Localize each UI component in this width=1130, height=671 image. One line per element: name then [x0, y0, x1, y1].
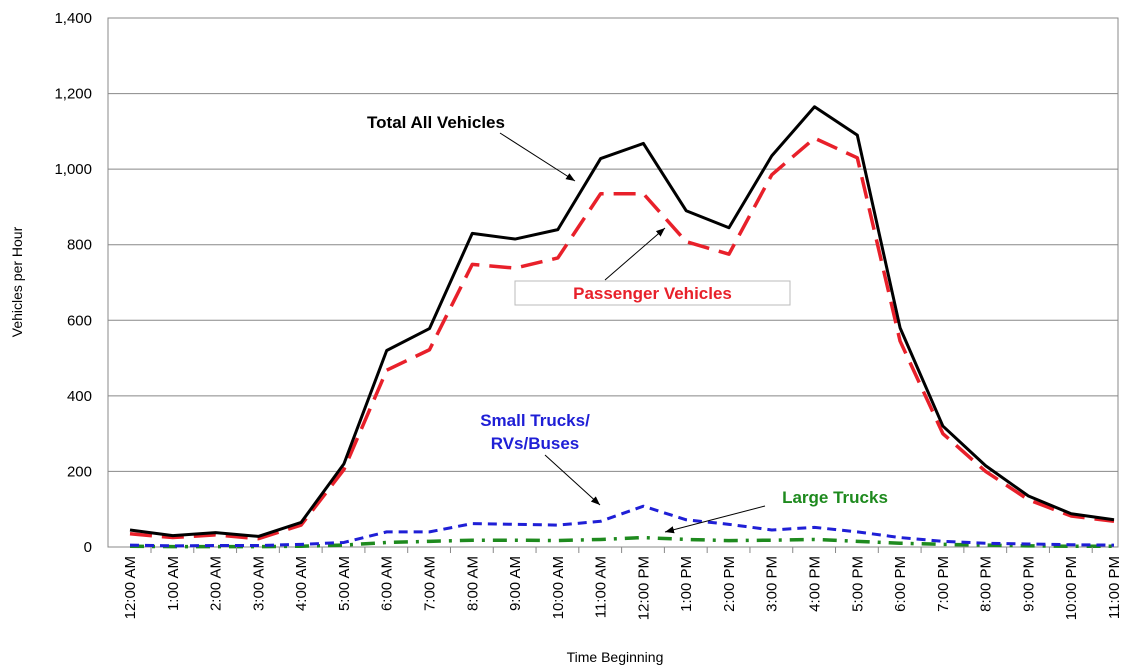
y-tick-label: 400 [67, 388, 92, 405]
series-line [129, 136, 1115, 541]
y-tick-label: 800 [67, 237, 92, 254]
x-tick-label: 12:00 PM [635, 556, 652, 620]
x-axis-label: Time Beginning [567, 649, 664, 665]
series-label: Passenger Vehicles [573, 284, 732, 303]
arrow [544, 454, 601, 506]
x-tick-label: 12:00 AM [122, 556, 139, 619]
x-tick-label: 3:00 PM [764, 556, 781, 612]
x-tick-label: 8:00 PM [978, 556, 995, 612]
x-tick-label: 8:00 AM [464, 556, 481, 611]
label-box [514, 280, 791, 306]
y-tick-label: 0 [84, 539, 92, 556]
x-tick-label: 3:00 AM [250, 556, 267, 611]
series-line [129, 105, 1115, 538]
series-line [129, 504, 1115, 548]
x-tick-label: 7:00 AM [421, 556, 438, 611]
x-tick-label: 2:00 AM [208, 556, 225, 611]
arrow [604, 227, 666, 281]
y-tick-label: 1,400 [54, 10, 92, 27]
x-tick-label: 6:00 AM [379, 556, 396, 611]
y-tick-label: 1,000 [54, 161, 92, 178]
arrow [664, 505, 766, 534]
x-tick-label: 1:00 AM [165, 556, 182, 611]
x-tick-label: 1:00 PM [678, 556, 695, 612]
y-axis-label: Vehicles per Hour [9, 226, 25, 337]
x-tick-label: 9:00 PM [1020, 556, 1037, 612]
x-tick-label: 9:00 AM [507, 556, 524, 611]
arrow [499, 132, 576, 182]
x-tick-label: 4:00 AM [293, 556, 310, 611]
lines [129, 105, 1115, 549]
x-tick-label: 6:00 PM [892, 556, 909, 612]
series-label: Small Trucks/ RVs/Buses [480, 411, 590, 453]
x-tick-label: 11:00 PM [1106, 556, 1123, 619]
x-tick-label: 10:00 AM [550, 556, 567, 619]
x-tick-label: 2:00 PM [721, 556, 738, 612]
series-label: Large Trucks [782, 488, 888, 507]
grid [108, 17, 1118, 548]
y-tick-label: 600 [67, 312, 92, 329]
x-tick-label: 4:00 PM [807, 556, 824, 612]
x-tick-label: 5:00 PM [849, 556, 866, 612]
series-label: Total All Vehicles [367, 113, 505, 132]
x-tick-label: 7:00 PM [935, 556, 952, 612]
plot-frame [107, 17, 1119, 548]
x-tick-label: 11:00 AM [593, 556, 610, 618]
y-tick-label: 200 [67, 463, 92, 480]
x-tick-label: 5:00 AM [336, 556, 353, 611]
x-tick-label: 10:00 PM [1063, 556, 1080, 620]
y-tick-label: 1,200 [54, 86, 92, 103]
